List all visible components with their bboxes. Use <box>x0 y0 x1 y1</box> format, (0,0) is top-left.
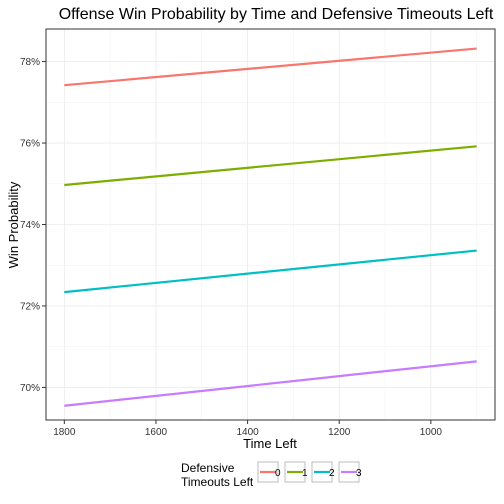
legend-item-1: 1 <box>284 461 308 483</box>
legend-item-3: 3 <box>338 461 362 483</box>
legend-label: 3 <box>356 468 362 479</box>
y-axis-title: Win Probability <box>6 181 21 268</box>
chart-title: Offense Win Probability by Time and Defe… <box>59 6 494 23</box>
series-line-2 <box>64 249 477 294</box>
legend-label: 1 <box>302 468 308 479</box>
major-gridlines <box>46 29 495 420</box>
series-line-3 <box>64 360 477 407</box>
legend-item-0: 0 <box>257 461 281 483</box>
legend-label: 0 <box>275 468 281 479</box>
x-tick-label: 1200 <box>328 427 351 438</box>
legend-label: 2 <box>329 468 335 479</box>
legend: Defensive Timeouts Left 0 1 2 3 <box>181 461 362 489</box>
x-tick-label: 1600 <box>145 427 168 438</box>
y-tick-label: 76% <box>20 139 40 150</box>
y-tick-label: 78% <box>20 57 40 68</box>
legend-items: 0 1 2 3 <box>257 461 362 483</box>
series-line-1 <box>64 145 477 187</box>
x-axis-title: Time Left <box>243 436 297 451</box>
series-line-0 <box>64 47 477 87</box>
series-lines <box>64 47 477 407</box>
x-tick-label: 1400 <box>236 427 259 438</box>
x-tick-label: 1000 <box>420 427 443 438</box>
y-tick-label: 70% <box>20 383 40 394</box>
legend-title-line2: Timeouts Left <box>181 475 254 489</box>
plot-panel <box>45 28 496 421</box>
x-tick-label: 1800 <box>53 427 76 438</box>
y-tick-label: 72% <box>20 301 40 312</box>
y-axis-ticks: 70% 72% 74% 76% 78% <box>20 57 46 394</box>
x-axis-ticks: 1800 1600 1400 1200 1000 <box>53 420 442 438</box>
y-tick-label: 74% <box>20 220 40 231</box>
legend-item-2: 2 <box>311 461 335 483</box>
legend-title-line1: Defensive <box>181 461 235 475</box>
